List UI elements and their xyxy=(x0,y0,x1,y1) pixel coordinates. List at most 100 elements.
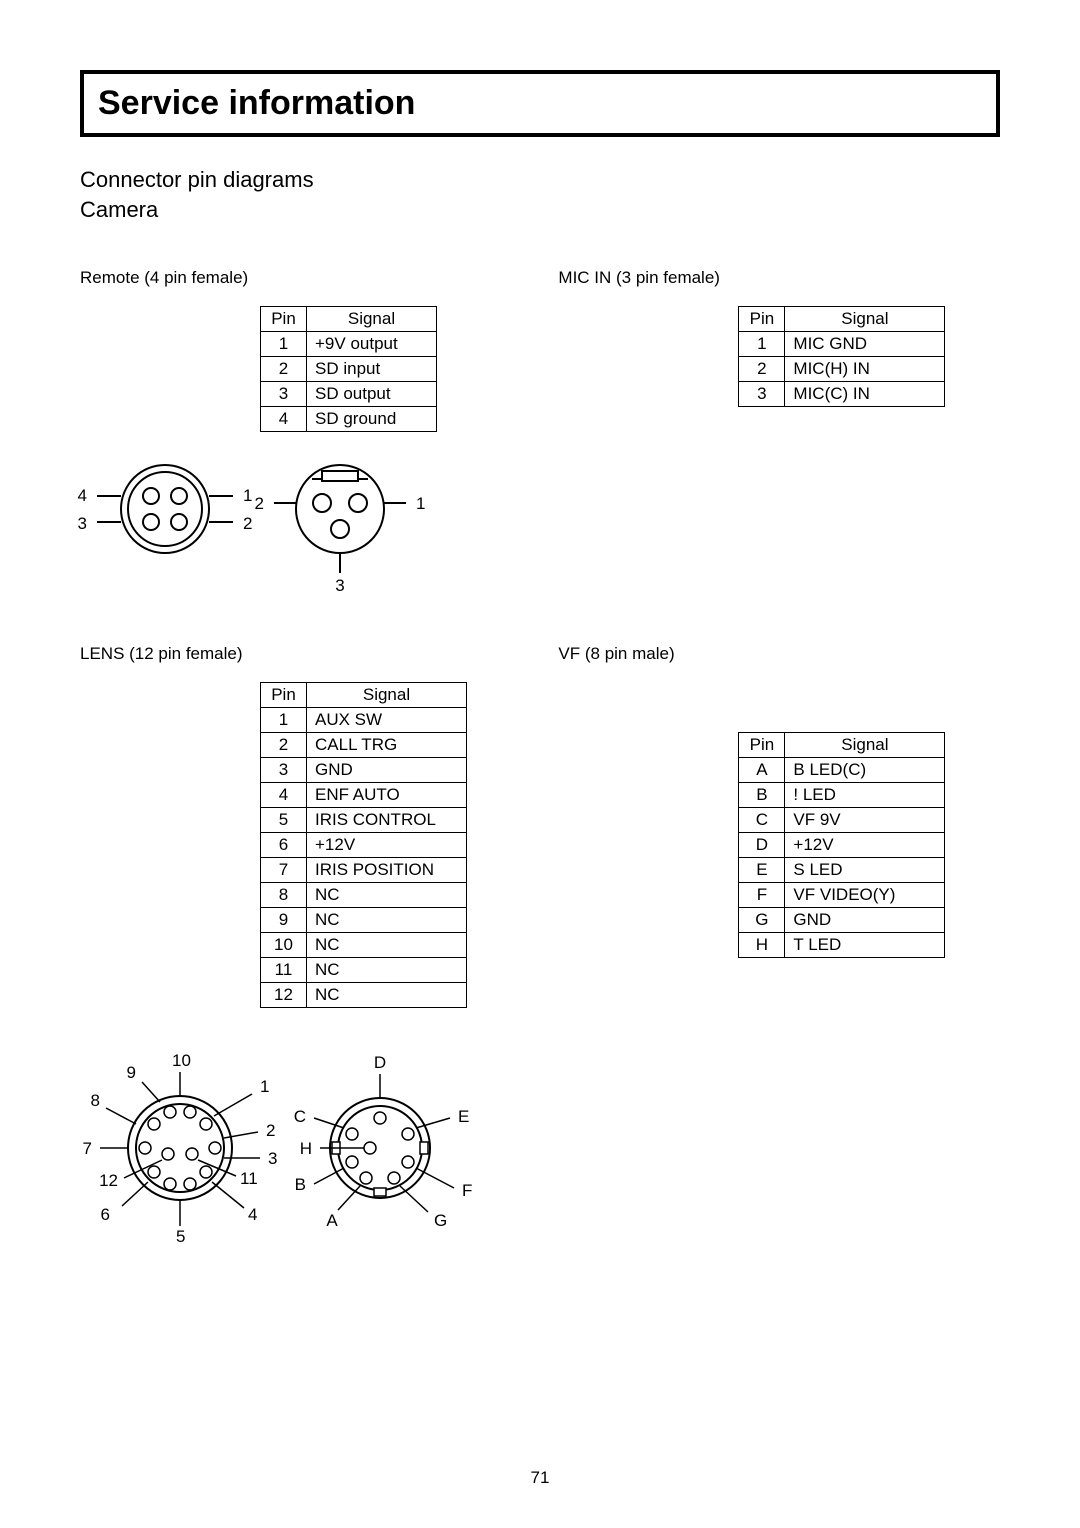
pin-label: C xyxy=(294,1107,306,1126)
title-box: Service information xyxy=(80,70,1000,137)
table-header-row: Pin Signal xyxy=(261,683,467,708)
vf-table: Pin Signal AB LED(C) B! LED CVF 9V D+12V… xyxy=(738,732,945,958)
cell-pin: 7 xyxy=(261,858,307,883)
table-row: 3SD output xyxy=(261,382,437,407)
cell-signal: S LED xyxy=(785,858,945,883)
cell-pin: 3 xyxy=(261,382,307,407)
subtitle-line2: Camera xyxy=(80,195,1000,225)
cell-signal: +12V xyxy=(307,833,467,858)
cell-pin: 1 xyxy=(739,332,785,357)
cell-pin: 4 xyxy=(261,407,307,432)
row-lens-vf: LENS (12 pin female) Pin Signal 1AUX SW … xyxy=(80,644,1000,1008)
table-row: 10NC xyxy=(261,933,467,958)
pin-label: 7 xyxy=(83,1139,92,1158)
pin-label: 1 xyxy=(243,486,252,505)
cell-signal: MIC(C) IN xyxy=(785,382,945,407)
table-row: B! LED xyxy=(739,783,945,808)
table-row: 2MIC(H) IN xyxy=(739,357,945,382)
pin-label: 12 xyxy=(99,1171,118,1190)
th-signal: Signal xyxy=(307,307,437,332)
cell-signal: NC xyxy=(307,908,467,933)
table-row: 9NC xyxy=(261,908,467,933)
cell-pin: 9 xyxy=(261,908,307,933)
cell-pin: D xyxy=(739,833,785,858)
cell-signal: B LED(C) xyxy=(785,758,945,783)
cell-signal: NC xyxy=(307,958,467,983)
lens-table: Pin Signal 1AUX SW 2CALL TRG 3GND 4ENF A… xyxy=(260,682,467,1008)
table-row: 6+12V xyxy=(261,833,467,858)
pin-label: 3 xyxy=(335,576,344,595)
cell-signal: SD ground xyxy=(307,407,437,432)
row-remote-mic: Remote (4 pin female) Pin Signal 1+9V ou… xyxy=(80,268,1000,432)
lens-vf-diagram-icon: 1 2 3 4 5 6 7 8 9 10 11 12 xyxy=(80,1048,580,1248)
th-signal: Signal xyxy=(785,733,945,758)
cell-signal: +12V xyxy=(785,833,945,858)
pin-label: E xyxy=(458,1107,469,1126)
cell-signal: SD input xyxy=(307,357,437,382)
cell-pin: F xyxy=(739,883,785,908)
remote-section: Remote (4 pin female) Pin Signal 1+9V ou… xyxy=(80,268,522,432)
lens-section: LENS (12 pin female) Pin Signal 1AUX SW … xyxy=(80,644,522,1008)
th-pin: Pin xyxy=(739,307,785,332)
pin-label: G xyxy=(434,1211,447,1230)
table-row: 1AUX SW xyxy=(261,708,467,733)
cell-pin: 6 xyxy=(261,833,307,858)
table-row: D+12V xyxy=(739,833,945,858)
cell-pin: 2 xyxy=(261,733,307,758)
cell-signal: IRIS POSITION xyxy=(307,858,467,883)
table-row: 11NC xyxy=(261,958,467,983)
pin-label: 3 xyxy=(268,1149,277,1168)
cell-signal: +9V output xyxy=(307,332,437,357)
cell-pin: E xyxy=(739,858,785,883)
table-row: 8NC xyxy=(261,883,467,908)
table-header-row: Pin Signal xyxy=(261,307,437,332)
diagrams-row-1: 4 1 3 2 2 1 3 xyxy=(80,444,1000,594)
lens-label: LENS (12 pin female) xyxy=(80,644,522,664)
cell-signal: NC xyxy=(307,933,467,958)
cell-pin: 3 xyxy=(261,758,307,783)
cell-signal: NC xyxy=(307,883,467,908)
pin-label: 2 xyxy=(266,1121,275,1140)
table-row: 2CALL TRG xyxy=(261,733,467,758)
cell-pin: 1 xyxy=(261,708,307,733)
cell-signal: ENF AUTO xyxy=(307,783,467,808)
pin-label: B xyxy=(295,1175,306,1194)
cell-signal: MIC(H) IN xyxy=(785,357,945,382)
vf-label: VF (8 pin male) xyxy=(558,644,1000,664)
table-row: FVF VIDEO(Y) xyxy=(739,883,945,908)
cell-signal: T LED xyxy=(785,933,945,958)
table-row: 1MIC GND xyxy=(739,332,945,357)
table-row: 4ENF AUTO xyxy=(261,783,467,808)
table-row: 4SD ground xyxy=(261,407,437,432)
remote-label: Remote (4 pin female) xyxy=(80,268,522,288)
cell-signal: IRIS CONTROL xyxy=(307,808,467,833)
pin-label: 2 xyxy=(255,494,264,513)
cell-pin: A xyxy=(739,758,785,783)
micin-table: Pin Signal 1MIC GND 2MIC(H) IN 3MIC(C) I… xyxy=(738,306,945,407)
table-row: 3GND xyxy=(261,758,467,783)
pin-label: A xyxy=(326,1211,338,1230)
table-row: 1+9V output xyxy=(261,332,437,357)
page: Service information Connector pin diagra… xyxy=(0,0,1080,1288)
cell-signal: GND xyxy=(307,758,467,783)
th-pin: Pin xyxy=(261,307,307,332)
pin-label: 1 xyxy=(416,494,425,513)
table-row: GGND xyxy=(739,908,945,933)
table-row: 12NC xyxy=(261,983,467,1008)
cell-pin: C xyxy=(739,808,785,833)
subtitle: Connector pin diagrams Camera xyxy=(80,165,1000,224)
page-title: Service information xyxy=(98,84,415,122)
cell-pin: 11 xyxy=(261,958,307,983)
th-signal: Signal xyxy=(307,683,467,708)
pin-label: 9 xyxy=(127,1063,136,1082)
cell-signal: ! LED xyxy=(785,783,945,808)
cell-pin: 10 xyxy=(261,933,307,958)
micin-label: MIC IN (3 pin female) xyxy=(558,268,1000,288)
cell-signal: NC xyxy=(307,983,467,1008)
table-row: AB LED(C) xyxy=(739,758,945,783)
page-number: 71 xyxy=(0,1468,1080,1488)
table-row: CVF 9V xyxy=(739,808,945,833)
remote-diagram-icon: 4 1 3 2 2 1 3 xyxy=(80,444,480,594)
cell-pin: 1 xyxy=(261,332,307,357)
pin-label: 3 xyxy=(78,514,87,533)
